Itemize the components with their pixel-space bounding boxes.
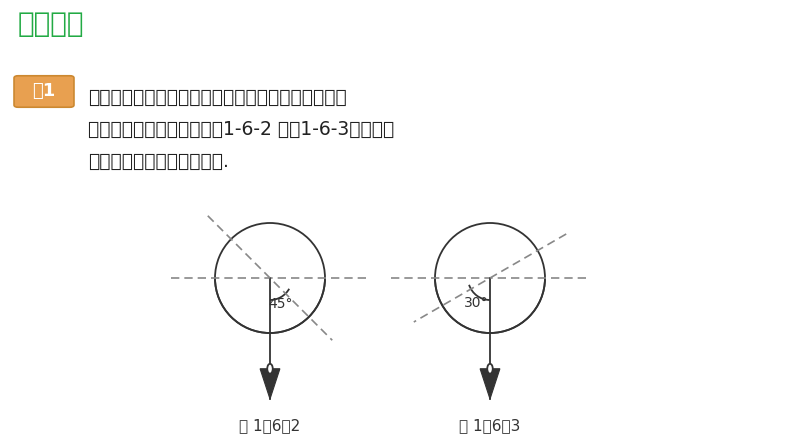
FancyBboxPatch shape (14, 76, 74, 107)
Ellipse shape (488, 364, 493, 374)
Text: 图 1－6－2: 图 1－6－2 (239, 418, 301, 433)
Text: 助她读出测得的俯角、仰角.: 助她读出测得的俯角、仰角. (88, 152, 229, 171)
Text: 感悟新知: 感悟新知 (18, 10, 84, 38)
Text: 45°: 45° (268, 297, 293, 312)
Polygon shape (480, 369, 500, 399)
Text: 图 1－6－3: 图 1－6－3 (459, 418, 521, 433)
Ellipse shape (268, 364, 273, 374)
Text: 30°: 30° (464, 296, 488, 310)
Text: 例1: 例1 (33, 82, 56, 100)
Polygon shape (260, 369, 280, 399)
Text: 王晓红在阳台上望楼前的一棵大树，测得大树底部和: 王晓红在阳台上望楼前的一棵大树，测得大树底部和 (88, 88, 347, 107)
Text: 树梢的俯角、仰角分别如图1-6-2 及图1-6-3，请你帮: 树梢的俯角、仰角分别如图1-6-2 及图1-6-3，请你帮 (88, 120, 395, 139)
